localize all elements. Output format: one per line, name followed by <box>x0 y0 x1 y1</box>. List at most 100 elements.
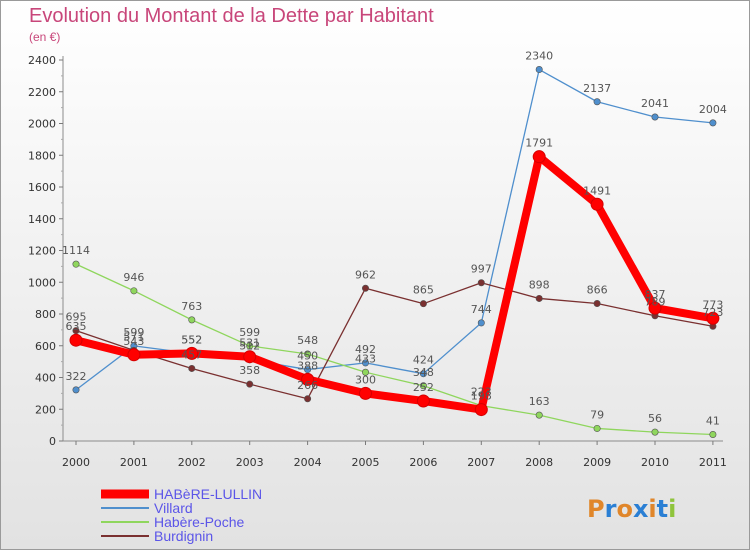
data-point <box>709 119 717 127</box>
series-line-2 <box>75 263 714 436</box>
data-label: 837 <box>645 288 666 301</box>
data-point <box>185 346 199 360</box>
data-label: 41 <box>706 414 720 427</box>
data-point <box>651 428 659 436</box>
data-point <box>361 284 369 292</box>
data-point <box>648 301 662 315</box>
data-label: 358 <box>239 364 260 377</box>
data-label: 512 <box>239 340 260 353</box>
x-tick-label: 2005 <box>352 456 380 469</box>
legend-label: Habère-Poche <box>154 514 244 530</box>
data-point <box>590 197 604 211</box>
legend-label: Villard <box>154 500 193 516</box>
data-label: 571 <box>123 330 144 343</box>
series-line-1 <box>75 68 714 391</box>
data-point <box>361 368 369 376</box>
y-tick-label: 800 <box>35 308 56 321</box>
x-tick-label: 2001 <box>120 456 148 469</box>
data-label: 898 <box>529 278 550 291</box>
data-point <box>359 386 372 400</box>
y-tick-label: 2400 <box>28 54 56 67</box>
data-point <box>130 287 138 295</box>
data-label: 266 <box>297 379 318 392</box>
x-tick-label: 2010 <box>641 456 669 469</box>
data-point <box>188 316 196 324</box>
data-label: 599 <box>123 326 144 339</box>
data-point <box>593 300 601 308</box>
data-label: 79 <box>590 408 604 421</box>
data-point <box>477 319 485 327</box>
y-tick-label: 600 <box>35 340 56 353</box>
data-label: 252 <box>413 381 434 394</box>
data-point <box>419 382 427 390</box>
data-label: 744 <box>471 303 492 316</box>
data-point <box>477 279 485 287</box>
data-point <box>419 300 427 308</box>
x-tick-label: 2007 <box>467 456 495 469</box>
y-tick-label: 0 <box>49 435 56 448</box>
y-tick-label: 2000 <box>28 118 56 131</box>
series-line-0 <box>72 152 717 414</box>
data-point <box>246 380 254 388</box>
data-label: 457 <box>181 348 202 361</box>
data-label: 763 <box>181 300 202 313</box>
data-label: 433 <box>355 352 376 365</box>
x-tick-label: 2000 <box>62 456 90 469</box>
data-point <box>416 394 430 408</box>
data-label: 223 <box>471 386 492 399</box>
data-label: 163 <box>529 395 550 408</box>
x-tick-label: 2002 <box>178 456 206 469</box>
x-tick-label: 2008 <box>525 456 553 469</box>
y-tick-label: 400 <box>35 372 56 385</box>
data-point <box>301 372 315 386</box>
x-tick-label: 2004 <box>294 456 322 469</box>
data-point <box>709 430 717 438</box>
data-label: 2137 <box>583 82 611 95</box>
chart-title: Evolution du Montant de la Dette par Hab… <box>29 5 434 27</box>
data-label: 56 <box>648 412 662 425</box>
data-point <box>304 366 312 374</box>
data-point <box>72 386 80 394</box>
y-tick-label: 1400 <box>28 213 56 226</box>
data-label: 635 <box>66 320 87 333</box>
data-label: 531 <box>239 337 260 350</box>
data-point <box>535 411 543 419</box>
y-tick-label: 2200 <box>28 86 56 99</box>
data-label: 865 <box>413 284 434 297</box>
data-point <box>651 113 659 121</box>
data-label: 2004 <box>699 103 727 116</box>
data-point <box>127 348 141 362</box>
data-label: 962 <box>355 268 376 281</box>
data-point <box>304 350 312 358</box>
data-label: 946 <box>123 271 144 284</box>
data-label: 388 <box>297 359 318 372</box>
x-tick-label: 2009 <box>583 456 611 469</box>
data-label: 789 <box>645 296 666 309</box>
data-label: 322 <box>66 370 87 383</box>
data-point <box>593 424 601 432</box>
data-point <box>532 150 546 164</box>
data-label: 348 <box>413 366 434 379</box>
data-label: 773 <box>702 298 723 311</box>
data-label: 492 <box>355 343 376 356</box>
y-tick-label: 1800 <box>28 149 56 162</box>
chart-subtitle: (en €) <box>29 30 61 44</box>
data-label: 300 <box>355 373 376 386</box>
x-tick-label: 2011 <box>699 456 727 469</box>
x-tick-label: 2006 <box>409 456 437 469</box>
data-label: 1491 <box>583 184 611 197</box>
data-label: 2041 <box>641 97 669 110</box>
y-tick-label: 1200 <box>28 245 56 258</box>
data-label: 599 <box>239 326 260 339</box>
data-point <box>72 260 80 268</box>
data-label: 543 <box>123 335 144 348</box>
y-tick-label: 200 <box>35 403 56 416</box>
data-label: 552 <box>181 333 202 346</box>
legend-label: HABèRE-LULLIN <box>154 486 262 502</box>
series-line-3 <box>75 282 714 400</box>
data-point <box>246 342 254 350</box>
data-label: 1791 <box>525 137 553 150</box>
legend-label: Burdignin <box>154 528 213 544</box>
data-point <box>304 395 312 403</box>
